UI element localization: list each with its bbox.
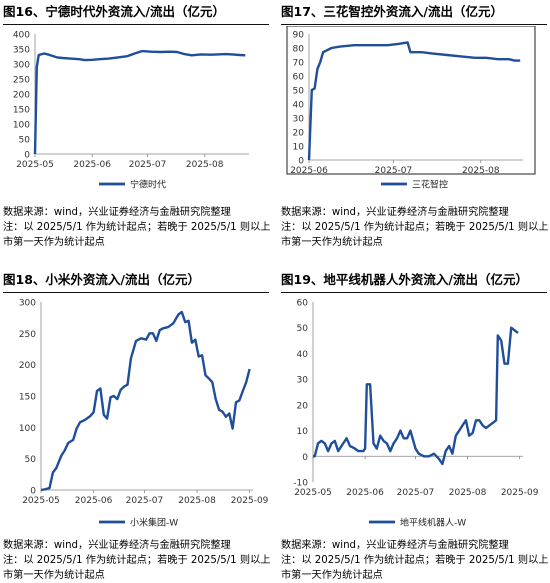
y-tick-label: 10: [297, 427, 309, 437]
y-tick-label: 60: [293, 73, 305, 83]
y-tick-label: 50: [25, 455, 37, 465]
title-rule: [281, 24, 547, 25]
x-tick-label: 2025-08: [178, 496, 216, 506]
y-tick-label: 0: [302, 453, 308, 463]
y-tick-label: 50: [293, 87, 305, 97]
y-tick-label: 150: [19, 393, 36, 403]
y-tick-label: 400: [13, 31, 30, 41]
y-tick-label: 300: [19, 299, 36, 309]
x-tick-label: 2025-06: [346, 488, 384, 498]
x-tick-label: 2025-08: [186, 160, 224, 170]
legend-label: 地平线机器人-W: [400, 517, 466, 529]
y-tick-label: 30: [293, 115, 305, 125]
title-rule: [3, 24, 269, 25]
y-tick-label: 90: [293, 31, 305, 41]
x-tick-label: 2025-08: [449, 488, 487, 498]
title-rule: [3, 292, 269, 293]
x-tick-label: 2025-07: [397, 488, 435, 498]
chart-title: 图17、三花智控外资流入/流出（亿元）: [281, 4, 503, 19]
source-text: 数据来源：wind，兴业证券经济与金融研究院整理: [3, 207, 231, 218]
y-tick-label: 100: [19, 424, 36, 434]
chart-note: 数据来源：wind，兴业证券经济与金融研究院整理 注：以 2025/5/1 作为…: [281, 538, 550, 583]
chart-note: 数据来源：wind，兴业证券经济与金融研究院整理 注：以 2025/5/1 作为…: [281, 205, 550, 250]
y-tick-label: 50: [297, 324, 309, 334]
y-tick-label: 350: [13, 46, 30, 56]
note-text: 注：以 2025/5/1 作为统计起点；若晚于 2025/5/1 则以上: [3, 222, 271, 233]
y-tick-label: 0: [30, 487, 36, 497]
chart-panel-xiaomi: 图18、小米外资流入/流出（亿元） 0 50 100 150 200 250 300 2025…: [3, 270, 270, 581]
y-tick-label: 10: [293, 143, 305, 153]
source-text: 数据来源：wind，兴业证券经济与金融研究院整理: [281, 540, 509, 551]
y-tick-label: 60: [297, 299, 309, 309]
y-tick-label: 40: [293, 101, 305, 111]
title-rule: [281, 292, 547, 293]
legend-label: 小米集团-W: [130, 517, 178, 529]
note-text-cont: 市第一天作为统计起点: [281, 570, 383, 581]
y-tick-label: 0: [24, 151, 30, 161]
x-tick-label: 2025-09: [501, 488, 539, 498]
y-tick-label: 200: [13, 91, 30, 101]
y-tick-label: 100: [13, 121, 30, 131]
line-chart-ningde: 0 50 100 150 200 250 300 350 400 2025-05 2025-06 20…: [13, 31, 249, 191]
y-tick-label: 300: [13, 61, 30, 71]
y-tick-label: 50: [19, 136, 31, 146]
note-text-cont: 市第一天作为统计起点: [3, 570, 105, 581]
legend-label: 三花智控: [412, 179, 448, 191]
y-tick-label: 20: [293, 129, 305, 139]
series-line: [307, 41, 521, 161]
series-line: [40, 310, 251, 492]
y-tick-label: -10: [293, 479, 308, 489]
y-tick-label: 0: [298, 157, 304, 167]
x-tick-label: 2025-05: [16, 160, 54, 170]
chart-note: 数据来源：wind，兴业证券经济与金融研究院整理 注：以 2025/5/1 作为…: [3, 538, 273, 583]
chart-panel-sanhua: 图17、三花智控外资流入/流出（亿元） 0 10 20 30 40 50 60 70 80 90 2…: [281, 2, 550, 270]
x-tick-label: 2025-07: [129, 160, 167, 170]
chart-note: 数据来源：wind，兴业证券经济与金融研究院整理 注：以 2025/5/1 作为…: [3, 205, 273, 250]
series-line: [33, 49, 246, 155]
chart-panel-ningde: 图16、宁德时代外资流入/流出（亿元） 0 50 100 150 200 250 300 35…: [3, 2, 270, 270]
note-text-cont: 市第一天作为统计起点: [281, 237, 383, 248]
plot-frame: [286, 26, 536, 175]
y-tick-label: 250: [19, 330, 36, 340]
y-tick-label: 250: [13, 76, 30, 86]
x-tick-label: 2025-09: [231, 496, 269, 506]
chart-title: 图16、宁德时代外资流入/流出（亿元）: [3, 4, 225, 19]
chart-panel-horizon: 图19、地平线机器人外资流入/流出（亿元） -10 0 10 20 30 40 50 60 20…: [281, 270, 550, 583]
source-text: 数据来源：wind，兴业证券经济与金融研究院整理: [281, 207, 509, 218]
legend-label: 宁德时代: [130, 179, 166, 191]
y-tick-label: 20: [297, 401, 309, 411]
y-tick-label: 80: [293, 45, 305, 55]
chart-title: 图19、地平线机器人外资流入/流出（亿元）: [281, 272, 528, 287]
y-tick-label: 40: [297, 350, 309, 360]
line-chart-sanhua: 0 10 20 30 40 50 60 70 80 90 2025-06 2025-07 2025-08…: [286, 26, 536, 191]
x-tick-label: 2025-06: [290, 166, 328, 176]
x-tick-label: 2025-06: [75, 496, 113, 506]
x-tick-label: 2025-05: [22, 496, 60, 506]
source-text: 数据来源：wind，兴业证券经济与金融研究院整理: [3, 540, 231, 551]
y-tick-label: 200: [19, 361, 36, 371]
chart-title: 图18、小米外资流入/流出（亿元）: [3, 272, 200, 287]
x-tick-label: 2025-06: [73, 160, 111, 170]
note-text: 注：以 2025/5/1 作为统计起点；若晚于 2025/5/1 则以上: [3, 555, 271, 566]
y-tick-label: 30: [297, 376, 309, 386]
note-text: 注：以 2025/5/1 作为统计起点；若晚于 2025/5/1 则以上: [281, 222, 549, 233]
x-tick-label: 2025-07: [126, 496, 164, 506]
y-tick-label: 70: [293, 59, 305, 69]
line-chart-xiaomi: 0 50 100 150 200 250 300 2025-05 2025-06 2025-07 2…: [19, 299, 269, 529]
note-text: 注：以 2025/5/1 作为统计起点；若晚于 2025/5/1 则以上: [281, 555, 549, 566]
x-tick-label: 2025-07: [375, 166, 413, 176]
line-chart-horizon: -10 0 10 20 30 40 50 60 2025-05 2025-06 2025-07 202…: [293, 299, 539, 529]
x-tick-label: 2025-05: [294, 488, 332, 498]
x-tick-label: 2025-08: [462, 166, 500, 176]
series-line: [313, 326, 519, 466]
note-text-cont: 市第一天作为统计起点: [3, 237, 105, 248]
y-tick-label: 150: [13, 106, 30, 116]
